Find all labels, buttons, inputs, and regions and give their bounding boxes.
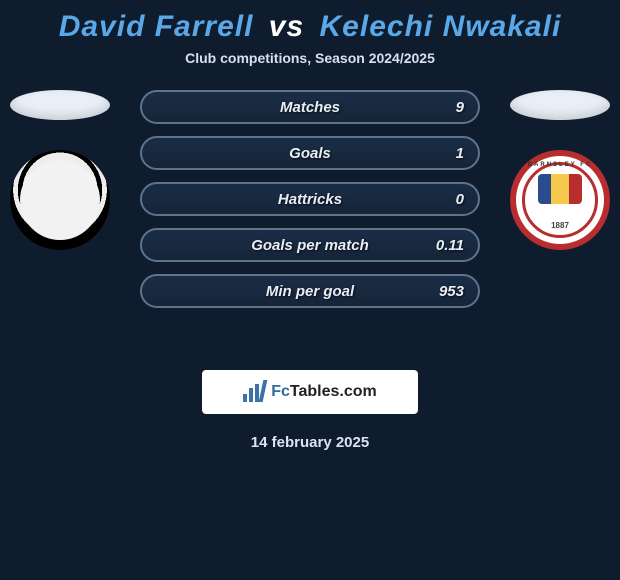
stat-row: Hattricks 0: [140, 182, 480, 216]
player1-name: David Farrell: [59, 10, 254, 43]
fctables-logo: FcTables.com: [202, 370, 418, 414]
subtitle: Club competitions, Season 2024/2025: [0, 50, 620, 66]
stat-label: Goals per match: [142, 237, 478, 254]
stat-row: Matches 9: [140, 90, 480, 124]
player2-name: Kelechi Nwakali: [320, 10, 562, 43]
stat-value-right: 9: [456, 99, 464, 116]
badge-year: 1887: [551, 221, 569, 230]
page-title: David Farrell vs Kelechi Nwakali: [0, 0, 620, 50]
logo-post: Tables: [290, 383, 340, 400]
vs-label: vs: [269, 10, 304, 43]
logo-text: FcTables.com: [271, 383, 377, 401]
badge-fc-text: BARNSLEY FC: [528, 162, 593, 168]
stat-row: Min per goal 953: [140, 274, 480, 308]
player1-club-badge: [10, 150, 110, 250]
stat-label: Hattricks: [142, 191, 478, 208]
player2-avatar: [510, 90, 610, 120]
stat-rows: Matches 9 Goals 1 Hattricks 0 Goals per …: [140, 90, 480, 320]
player2-column: BARNSLEY FC 1887: [500, 90, 620, 250]
date-label: 14 february 2025: [0, 434, 620, 451]
player2-club-badge: BARNSLEY FC 1887: [510, 150, 610, 250]
bars-icon: [243, 382, 265, 402]
stat-value-right: 953: [439, 283, 464, 300]
shield-icon: [40, 176, 80, 224]
player1-column: [0, 90, 120, 250]
stat-label: Min per goal: [142, 283, 478, 300]
stat-row: Goals 1: [140, 136, 480, 170]
comparison-stage: Matches 9 Goals 1 Hattricks 0 Goals per …: [0, 90, 620, 350]
player1-avatar: [10, 90, 110, 120]
logo-tld: .com: [339, 383, 376, 400]
badge-crest-icon: [538, 174, 582, 204]
stat-value-right: 1: [456, 145, 464, 162]
stat-value-right: 0.11: [436, 237, 464, 254]
stat-value-right: 0: [456, 191, 464, 208]
stat-label: Matches: [142, 99, 478, 116]
stat-label: Goals: [142, 145, 478, 162]
logo-pre: Fc: [271, 383, 290, 400]
stat-row: Goals per match 0.11: [140, 228, 480, 262]
